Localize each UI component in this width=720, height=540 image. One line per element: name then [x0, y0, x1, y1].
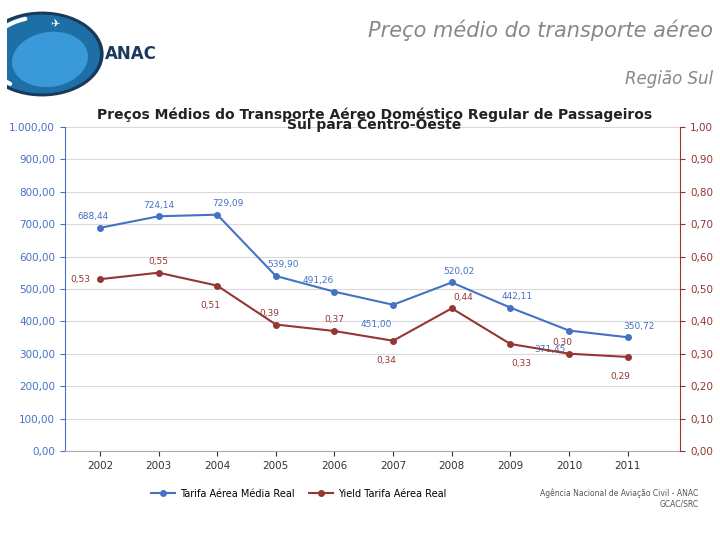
Text: 0,34: 0,34 — [377, 356, 396, 364]
Text: 729,09: 729,09 — [212, 199, 244, 208]
Text: 0,29: 0,29 — [611, 372, 631, 381]
Text: 539,90: 539,90 — [267, 260, 299, 269]
Text: SUPERINTENDÊNCIA DE REGULAÇÃO ECONÔMICA E ACOMPANHAMENTO DE MERCADO: SUPERINTENDÊNCIA DE REGULAÇÃO ECONÔMICA … — [76, 512, 644, 527]
Text: 0,55: 0,55 — [148, 257, 168, 266]
Legend: Tarifa Aérea Média Real, Yield Tarifa Aérea Real: Tarifa Aérea Média Real, Yield Tarifa Aé… — [147, 485, 451, 503]
Text: ✈: ✈ — [50, 19, 60, 29]
Text: 0,30: 0,30 — [552, 338, 572, 347]
Text: Sul para Centro-Oeste: Sul para Centro-Oeste — [287, 118, 462, 132]
Text: 0,37: 0,37 — [325, 315, 344, 325]
Circle shape — [0, 13, 102, 95]
Text: 350,72: 350,72 — [623, 322, 654, 330]
Text: 0,44: 0,44 — [453, 293, 473, 302]
Circle shape — [0, 15, 99, 93]
Text: ANAC: ANAC — [105, 45, 157, 63]
Text: Preços Médios do Transporte Aéreo Doméstico Regular de Passageiros: Preços Médios do Transporte Aéreo Domést… — [96, 107, 652, 122]
Text: 520,02: 520,02 — [443, 267, 474, 276]
Text: 491,26: 491,26 — [302, 276, 333, 285]
Text: Região Sul: Região Sul — [625, 70, 713, 88]
Text: 451,00: 451,00 — [361, 320, 392, 329]
Text: 688,44: 688,44 — [78, 212, 109, 221]
Text: 0,51: 0,51 — [200, 301, 220, 309]
Text: 0,39: 0,39 — [259, 309, 279, 318]
Text: 371,45: 371,45 — [534, 346, 565, 354]
Text: 0,33: 0,33 — [511, 359, 531, 368]
Text: Preço médio do transporte aéreo: Preço médio do transporte aéreo — [368, 19, 713, 41]
Text: 0,53: 0,53 — [71, 275, 91, 284]
Text: 442,11: 442,11 — [502, 292, 533, 301]
Ellipse shape — [13, 32, 87, 86]
Text: Agência Nacional de Aviação Civil - ANAC
GCAC/SRC: Agência Nacional de Aviação Civil - ANAC… — [540, 489, 698, 509]
Text: 724,14: 724,14 — [143, 201, 174, 210]
